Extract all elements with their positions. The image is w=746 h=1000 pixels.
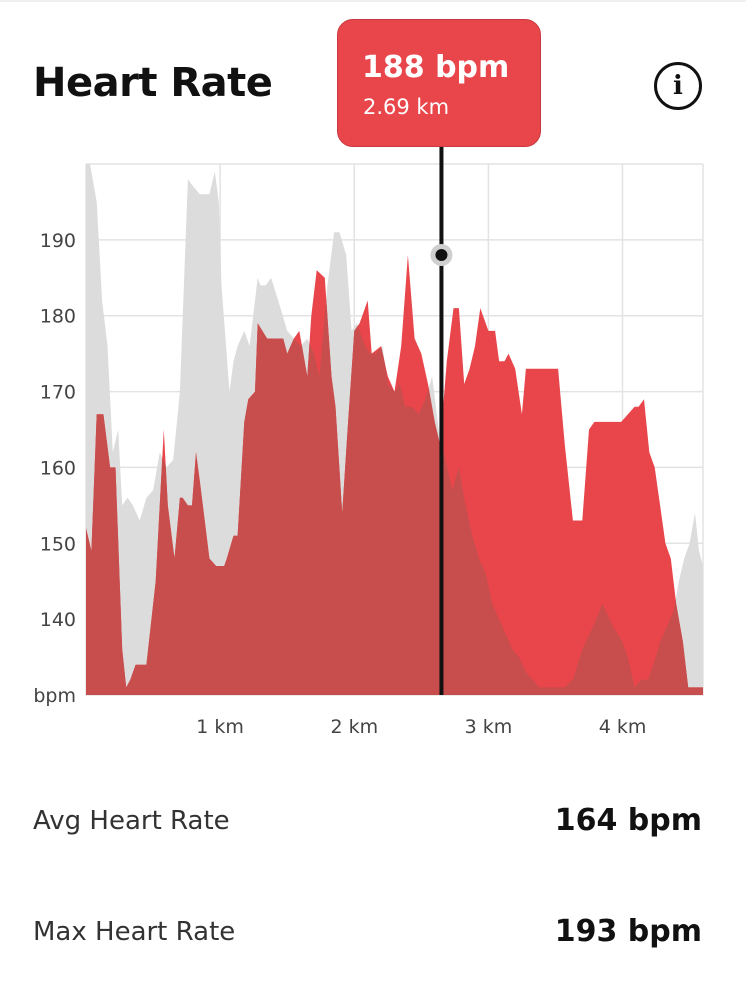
x-tick-label: 3 km (465, 716, 513, 738)
info-icon-glyph: i (673, 71, 683, 101)
y-unit-label: bpm (33, 685, 76, 707)
max-heart-rate-label: Max Heart Rate (33, 917, 236, 947)
y-axis-labels: 140 150 160 170 180 190 bpm (33, 230, 76, 707)
y-tick-label: 180 (40, 306, 76, 328)
x-tick-label: 4 km (599, 716, 647, 738)
y-tick-label: 160 (40, 457, 76, 479)
x-tick-label: 1 km (196, 716, 244, 738)
x-tick-label: 2 km (330, 716, 378, 738)
top-divider (0, 0, 746, 2)
y-tick-label: 150 (40, 533, 76, 555)
heart-rate-chart[interactable]: 140 150 160 170 180 190 bpm 1 km 2 km 3 km 4 km (0, 0, 746, 760)
value-tooltip: 188 bpm 2.69 km (337, 19, 541, 147)
avg-heart-rate-value: 164 bpm (554, 803, 702, 838)
y-tick-label: 170 (40, 382, 76, 404)
page-title: Heart Rate (33, 60, 273, 106)
info-icon[interactable]: i (654, 62, 702, 110)
cursor-dot[interactable] (435, 249, 448, 262)
avg-heart-rate-label: Avg Heart Rate (33, 806, 230, 836)
y-tick-label: 140 (40, 609, 76, 631)
x-axis-labels: 1 km 2 km 3 km 4 km (196, 716, 646, 738)
tooltip-value: 188 bpm (362, 50, 510, 85)
y-tick-label: 190 (40, 230, 76, 252)
tooltip-distance: 2.69 km (363, 95, 450, 119)
max-heart-rate-value: 193 bpm (554, 914, 702, 949)
